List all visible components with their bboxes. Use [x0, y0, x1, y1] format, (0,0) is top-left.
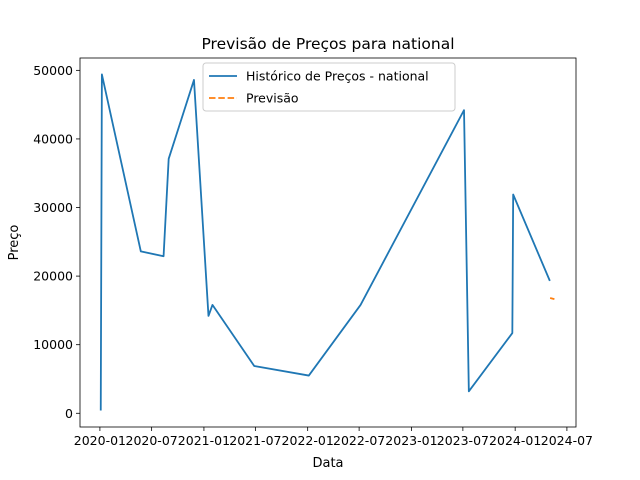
y-axis-label: Preço: [7, 225, 22, 261]
y-tick-label: 0: [65, 406, 73, 421]
series-line-previsao: [549, 297, 555, 300]
series-line-historico: [99, 73, 551, 411]
y-tick-label: 20000: [33, 269, 73, 284]
x-tick-label: 2020-01: [74, 433, 126, 448]
y-axis-ticks: 0 10000 20000 30000 40000 50000: [33, 63, 80, 421]
y-tick-label: 40000: [33, 131, 73, 146]
x-axis-ticks: 2020-01 2020-07 2021-01 2021-07 2022-01 2022-…: [74, 427, 593, 448]
y-tick-label: 10000: [33, 337, 73, 352]
legend: Histórico de Preços - national Previsão: [202, 62, 456, 112]
legend-frame: [202, 62, 456, 112]
x-tick-label: 2020-07: [126, 433, 178, 448]
x-tick-label: 2022-01: [282, 433, 334, 448]
x-tick-label: 2024-01: [489, 433, 541, 448]
legend-label-historico: Histórico de Preços - national: [246, 69, 429, 84]
x-tick-label: 2023-07: [437, 433, 489, 448]
chart-title: Previsão de Preços para national: [201, 35, 454, 53]
y-tick-label: 30000: [33, 200, 73, 215]
legend-label-previsao: Previsão: [246, 91, 299, 106]
x-tick-label: 2021-07: [229, 433, 281, 448]
x-tick-label: 2024-07: [541, 433, 593, 448]
x-tick-label: 2023-01: [385, 433, 437, 448]
x-tick-label: 2022-07: [333, 433, 385, 448]
plot-frame: [79, 57, 577, 428]
series-layer: [99, 73, 555, 411]
x-axis-label: Data: [312, 456, 343, 471]
plot-area: [80, 58, 576, 427]
y-tick-label: 50000: [33, 63, 73, 78]
x-tick-label: 2021-01: [178, 433, 230, 448]
